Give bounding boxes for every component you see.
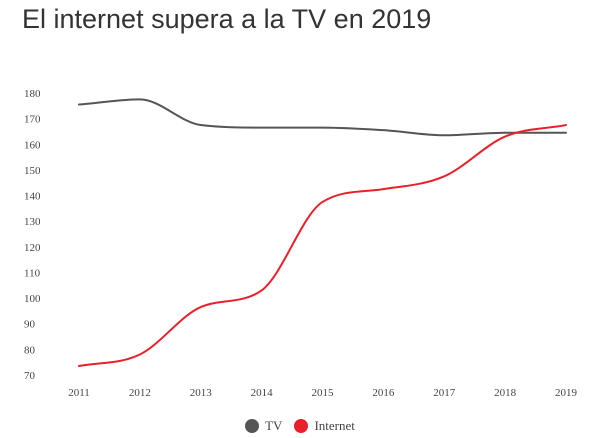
- y-tick-label: 160: [24, 139, 41, 151]
- x-tick-label: 2012: [129, 387, 151, 399]
- y-tick-label: 180: [24, 88, 41, 100]
- x-tick-label: 2017: [433, 387, 456, 399]
- legend-label-internet: Internet: [314, 418, 355, 433]
- series-lines: [78, 98, 567, 368]
- y-tick-label: 70: [24, 370, 36, 382]
- y-tick-label: 140: [24, 191, 41, 203]
- y-tick-label: 110: [24, 267, 41, 279]
- x-tick-label: 2016: [372, 387, 395, 399]
- y-tick-label: 90: [24, 319, 36, 331]
- legend-item-tv: TV: [245, 418, 282, 434]
- legend-label-tv: TV: [265, 418, 283, 433]
- x-tick-label: 2013: [190, 387, 213, 399]
- chart-title: El internet supera a la TV en 2019: [22, 4, 432, 34]
- series-line-tv: [78, 98, 567, 137]
- y-tick-label: 130: [24, 216, 41, 228]
- legend-item-internet: Internet: [294, 418, 355, 434]
- series-line-internet: [78, 124, 567, 368]
- y-tick-label: 120: [24, 242, 41, 254]
- y-tick-label: 80: [24, 344, 36, 356]
- legend-swatch-internet: [294, 419, 309, 433]
- y-tick-label: 170: [24, 114, 41, 126]
- x-axis-ticks: 2011 2012 2013 2014 2015 2016 2017 2018 2019: [68, 387, 577, 399]
- x-tick-label: 2011: [68, 387, 90, 399]
- x-tick-label: 2015: [312, 387, 335, 399]
- y-axis-ticks: 70 80 90 100 110 120 130 140 150 160 170 180: [24, 88, 41, 382]
- y-tick-label: 150: [24, 165, 41, 177]
- y-tick-label: 100: [24, 293, 41, 305]
- x-tick-label: 2018: [494, 387, 517, 399]
- x-tick-label: 2014: [251, 387, 274, 399]
- x-tick-label: 2019: [555, 387, 578, 399]
- legend-swatch-tv: [245, 419, 260, 433]
- legend: TV Internet: [0, 418, 600, 434]
